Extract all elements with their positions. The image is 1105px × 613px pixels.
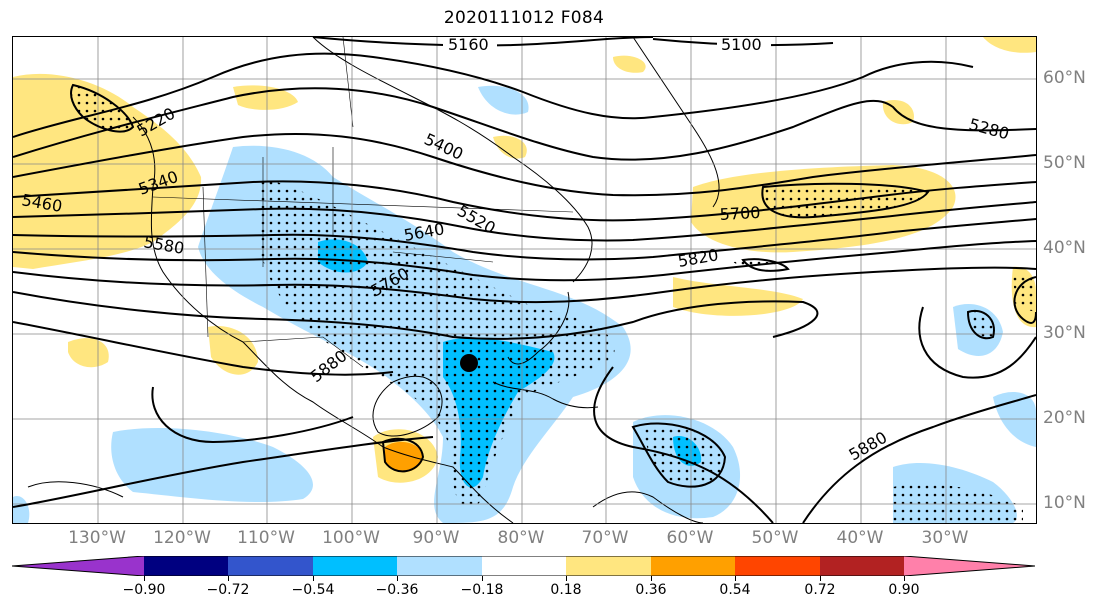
colorbar-tick-label: −0.54: [291, 582, 335, 598]
colorbar-segment: [482, 556, 566, 576]
lat-label: 40°N: [1043, 238, 1086, 258]
lat-label: 30°N: [1043, 323, 1086, 343]
colorbar-tick-label: −0.18: [460, 582, 504, 598]
lon-label: 130°W: [68, 528, 126, 548]
lon-label: 70°W: [581, 528, 629, 548]
lon-label: 30°W: [921, 528, 969, 548]
colorbar-tick: [397, 576, 398, 581]
lon-label: 110°W: [237, 528, 295, 548]
lat-label: 10°N: [1043, 493, 1086, 513]
lon-label: 90°W: [412, 528, 460, 548]
colorbar-tick-label: 0.36: [635, 582, 667, 598]
colorbar-tick-label: 0.54: [719, 582, 751, 598]
colorbar-tick-label: −0.90: [122, 582, 166, 598]
colorbar-tick-label: −0.72: [206, 582, 250, 598]
colorbar-segment: [651, 556, 735, 576]
colorbar: [12, 556, 1035, 576]
colorbar-tick: [482, 576, 483, 581]
colorbar-segment: [228, 556, 313, 576]
contour-label: 5160: [448, 37, 489, 54]
colorbar-segment: [313, 556, 397, 576]
map-svg: 5160 5100 5220 5280 5340 5400 5460 5520 …: [13, 37, 1036, 523]
lat-label: 20°N: [1043, 408, 1086, 428]
map-panel: 5160 5100 5220 5280 5340 5400 5460 5520 …: [12, 36, 1037, 524]
colorbar-tick-label: 0.72: [804, 582, 836, 598]
colorbar-segment: [820, 556, 904, 576]
contour-label: 5100: [721, 37, 762, 54]
height-contours: [13, 37, 1036, 523]
colorbar-tick-label: −0.36: [375, 582, 419, 598]
lon-label: 60°W: [666, 528, 714, 548]
colorbar-segment: [397, 556, 482, 576]
lat-label: 60°N: [1043, 68, 1086, 88]
colorbar-tick: [228, 576, 229, 581]
colorbar-segment: [735, 556, 820, 576]
contour-label: 5280: [967, 115, 1011, 144]
lon-label: 120°W: [153, 528, 211, 548]
colorbar-tick: [651, 576, 652, 581]
colorbar-tick: [144, 576, 145, 581]
colorbar-segment: [144, 556, 228, 576]
colorbar-tick-label: 0.18: [550, 582, 582, 598]
colorbar-tick: [566, 576, 567, 581]
contour-label: 5400: [421, 129, 466, 163]
colorbar-tick: [735, 576, 736, 581]
positive-anomaly-orange: [385, 441, 423, 473]
lon-label: 40°W: [836, 528, 884, 548]
colorbar-segment: [566, 556, 651, 576]
colorbar-tick: [313, 576, 314, 581]
lon-label: 80°W: [497, 528, 545, 548]
colorbar-segment: [904, 556, 1035, 576]
lon-label: 100°W: [322, 528, 380, 548]
colorbar-tick: [820, 576, 821, 581]
storm-center-marker: [460, 354, 478, 372]
contour-label: 5700: [719, 203, 761, 224]
contour-label: 5880: [846, 428, 891, 465]
lat-label: 50°N: [1043, 153, 1086, 173]
colorbar-tick-label: 0.90: [888, 582, 920, 598]
colorbar-tick: [904, 576, 905, 581]
map-title: 2020111012 F084: [443, 8, 605, 28]
lon-label: 50°W: [751, 528, 799, 548]
colorbar-segment: [12, 556, 144, 576]
